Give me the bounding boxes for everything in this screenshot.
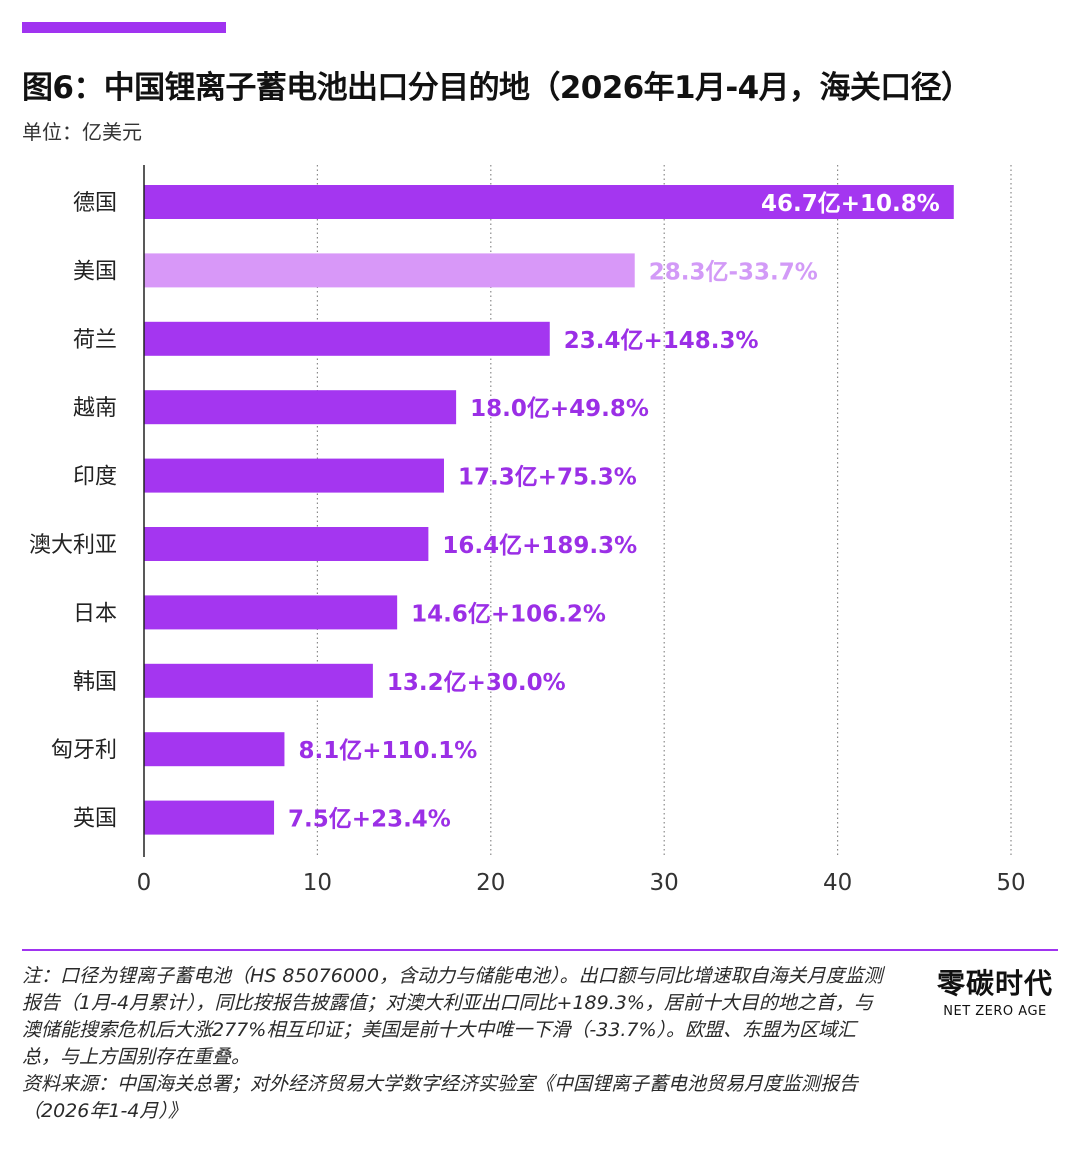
- bar: [144, 321, 550, 356]
- data-label: 14.6亿+106.2%: [411, 601, 606, 627]
- bar: [144, 185, 954, 219]
- logo-english: NET ZERO AGE: [943, 1004, 1047, 1019]
- x-tick-label: 0: [137, 870, 152, 896]
- category-label: 美国: [73, 259, 117, 284]
- footer-divider: [22, 949, 1058, 951]
- category-label: 印度: [73, 465, 117, 490]
- bar: [144, 595, 398, 630]
- data-label: 7.5亿+23.4%: [288, 807, 451, 833]
- x-tick-label: 30: [650, 870, 679, 896]
- chart-bars: [144, 185, 954, 835]
- category-label: 越南: [73, 396, 117, 421]
- bar: [144, 458, 444, 493]
- chart-data-labels: 46.7亿+10.8% 28.3亿-33.7% 23.4亿+148.3% 18.0亿+…: [288, 191, 940, 833]
- category-label: 德国: [73, 191, 117, 216]
- bar: [144, 732, 285, 767]
- bar: [144, 527, 429, 561]
- data-label: 16.4亿+189.3%: [442, 533, 637, 559]
- data-label: 23.4亿+148.3%: [564, 328, 759, 354]
- category-label: 荷兰: [73, 328, 117, 353]
- chart-x-axis: 0 10 20 30 40 50: [137, 165, 1026, 896]
- x-tick-label: 10: [303, 870, 332, 896]
- bar: [144, 390, 457, 425]
- x-tick-label: 50: [996, 870, 1025, 896]
- data-label: 8.1亿+110.1%: [298, 738, 477, 764]
- data-label: 28.3亿-33.7%: [649, 259, 818, 285]
- source-text: 资料来源：中国海关总署；对外经济贸易大学数字经济实验室《中国锂离子蓄电池贸易月度…: [22, 1073, 859, 1122]
- note-text: 注：口径为锂离子蓄电池（HS 85076000，含动力与储能电池）。出口额与同比…: [22, 965, 883, 1068]
- bar: [144, 800, 275, 835]
- category-label: 匈牙利: [51, 738, 117, 763]
- x-tick-label: 40: [823, 870, 852, 896]
- bar: [144, 663, 373, 698]
- accent-bar: [22, 22, 226, 33]
- x-tick-label: 20: [476, 870, 505, 896]
- data-label: 46.7亿+10.8%: [761, 191, 940, 217]
- category-label: 韩国: [73, 670, 117, 695]
- unit-label: 单位：亿美元: [22, 120, 142, 144]
- chart-title: 图6：中国锂离子蓄电池出口分目的地（2026年1月-4月，海关口径）: [22, 70, 972, 106]
- logo-chinese: 零碳时代: [936, 967, 1053, 1000]
- category-label: 澳大利亚: [29, 533, 117, 558]
- bar: [144, 253, 635, 288]
- data-label: 17.3亿+75.3%: [458, 465, 637, 491]
- category-label: 英国: [73, 807, 117, 832]
- brand-logo: 零碳时代 NET ZERO AGE: [930, 962, 1060, 1019]
- data-label: 18.0亿+49.8%: [470, 396, 649, 422]
- footer-notes: 注：口径为锂离子蓄电池（HS 85076000，含动力与储能电池）。出口额与同比…: [22, 963, 884, 1125]
- category-label: 日本: [73, 601, 117, 626]
- data-label: 13.2亿+30.0%: [387, 670, 566, 696]
